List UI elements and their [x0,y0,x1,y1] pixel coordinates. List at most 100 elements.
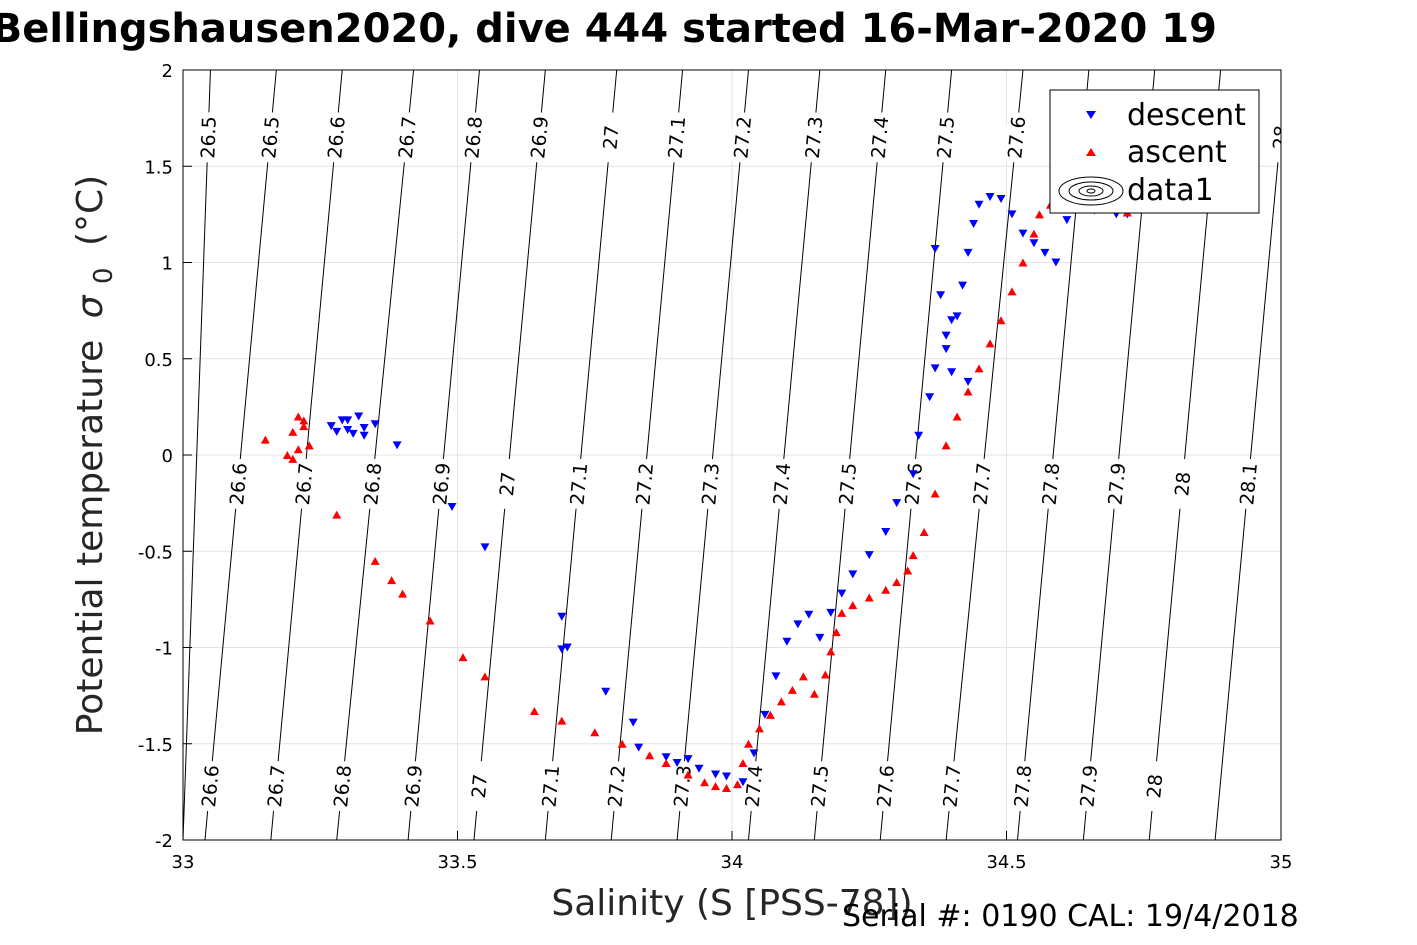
ascent-point [754,724,764,733]
descent-point [326,422,336,431]
descent-point [1062,216,1072,225]
ascent-point [848,601,858,610]
isopycnal-label-text: 27.3 [698,462,724,506]
descent-point [557,645,567,654]
y-tick-label: -1.5 [138,735,173,756]
descent-point [683,755,693,764]
y-tick-label: 2 [162,61,173,82]
legend-entry-ascent: ascent [1127,135,1227,170]
isopycnal-label: 28 [1168,457,1196,510]
isopycnal-label: 26.8 [358,457,386,510]
legend: descent ascent data1 [1049,89,1260,214]
isopycnal-label-text: 27.8 [1039,462,1065,506]
ascent-point [1007,287,1017,296]
ascent-point [683,770,693,779]
y-tick-label: 1.5 [144,157,173,178]
descent-point [941,345,951,354]
ascent-point [831,628,841,637]
ascent-point [661,759,671,767]
y-tick-label: -1 [155,639,173,660]
ascent-point [985,339,995,348]
descent-point [974,200,984,209]
descent-point [749,749,759,758]
y-axis-label-subscript: 0 [89,267,119,284]
ascent-point [1018,258,1028,267]
descent-point [985,193,995,202]
isopycnal-label: 28 [1266,111,1293,164]
isopycnal-line [473,70,546,840]
isopycnal-label-text: 26.9 [429,462,455,506]
axis-ticks: 33 33.5 34 34.5 35 -2 -1.5 -1 -0.5 0 0.5 1 1.5 2 [138,61,1293,873]
descent-point [837,589,847,598]
descent-point [914,431,924,440]
descent-point [969,220,979,228]
ascent-point [892,578,902,587]
ascent-point [398,589,408,598]
descent-point [996,194,1006,203]
ascent-point [881,585,891,594]
isopycnal-label: 26.6 [224,457,252,510]
isopycnal-label: 27.9 [1103,457,1130,510]
isopycnal-label: 26.5 [256,111,284,164]
isopycnal-label-text: 27.6 [1004,115,1030,159]
isopycnal-label-text: 27.6 [901,462,927,506]
ascent-point [919,528,929,536]
descent-point [771,672,781,681]
isopycnal-label: 27.6 [899,457,927,510]
descent-point [793,620,803,629]
isopycnal-line [747,70,821,840]
x-tick-label: 34 [721,852,744,873]
descent-point [634,743,644,752]
isopycnal-label: 26.8 [328,760,356,813]
isopycnal-line [676,70,749,840]
isopycnal-label-text: 27.9 [1104,462,1130,506]
descent-point [804,610,814,619]
x-tick-label: 33.5 [437,852,477,873]
descent-point [601,687,611,696]
ascent-point [903,566,913,575]
ascent-point [370,556,380,565]
y-tick-label: 1 [162,254,173,275]
isopycnal-label: 26.7 [262,760,290,813]
legend-descent-marker [1086,111,1096,119]
ascent-point [952,412,962,421]
ascent-point [837,608,847,617]
legend-data1-contour-icon [1058,176,1124,206]
y-tick-label: -2 [155,831,173,852]
isopycnal-line [879,70,953,840]
ascent-point [996,316,1006,325]
x-tick-label: 33 [172,852,195,873]
isopycnal-line [945,70,1024,840]
isopycnal-label-text: 27.7 [970,462,996,506]
isopycnal-label-text: 27.7 [939,764,965,808]
isopycnal-line [204,70,277,840]
y-axis-label-symbol: σ [70,294,111,318]
descent-point [908,470,918,479]
x-tick-label: 34.5 [986,852,1026,873]
isopycnal-label-text: 26.7 [264,764,290,808]
legend-ascent-marker [1086,148,1096,156]
isopycnal-label: 26.9 [399,760,427,813]
isopycnal-label: 26.8 [459,111,487,164]
x-tick-label: 35 [1270,852,1293,873]
isopycnal-label-text: 27.4 [770,462,796,506]
descent-point [881,528,891,536]
ascent-point [963,387,973,396]
isopycnal-label-text: 27.5 [807,764,833,808]
descent-point [815,633,825,642]
isopycnal-label-text: 27 [468,773,492,799]
descent-point [359,431,369,440]
isopycnal-label-text: 28 [1269,124,1293,150]
data-series [260,152,1132,793]
descent-point [370,420,380,429]
isopycnal-label-text: 26.8 [330,764,356,808]
isopycnal-label-text: 27 [599,124,623,150]
isopycnal-label: 27 [597,111,624,164]
isopycnal-label: 26.9 [525,111,553,164]
ascent-point [820,670,830,679]
y-axis-label-unit: (°C) [70,175,111,246]
descent-point [722,772,732,781]
ascent-point [798,672,808,681]
isopycnal-line [813,70,887,840]
ascent-point [645,751,655,760]
